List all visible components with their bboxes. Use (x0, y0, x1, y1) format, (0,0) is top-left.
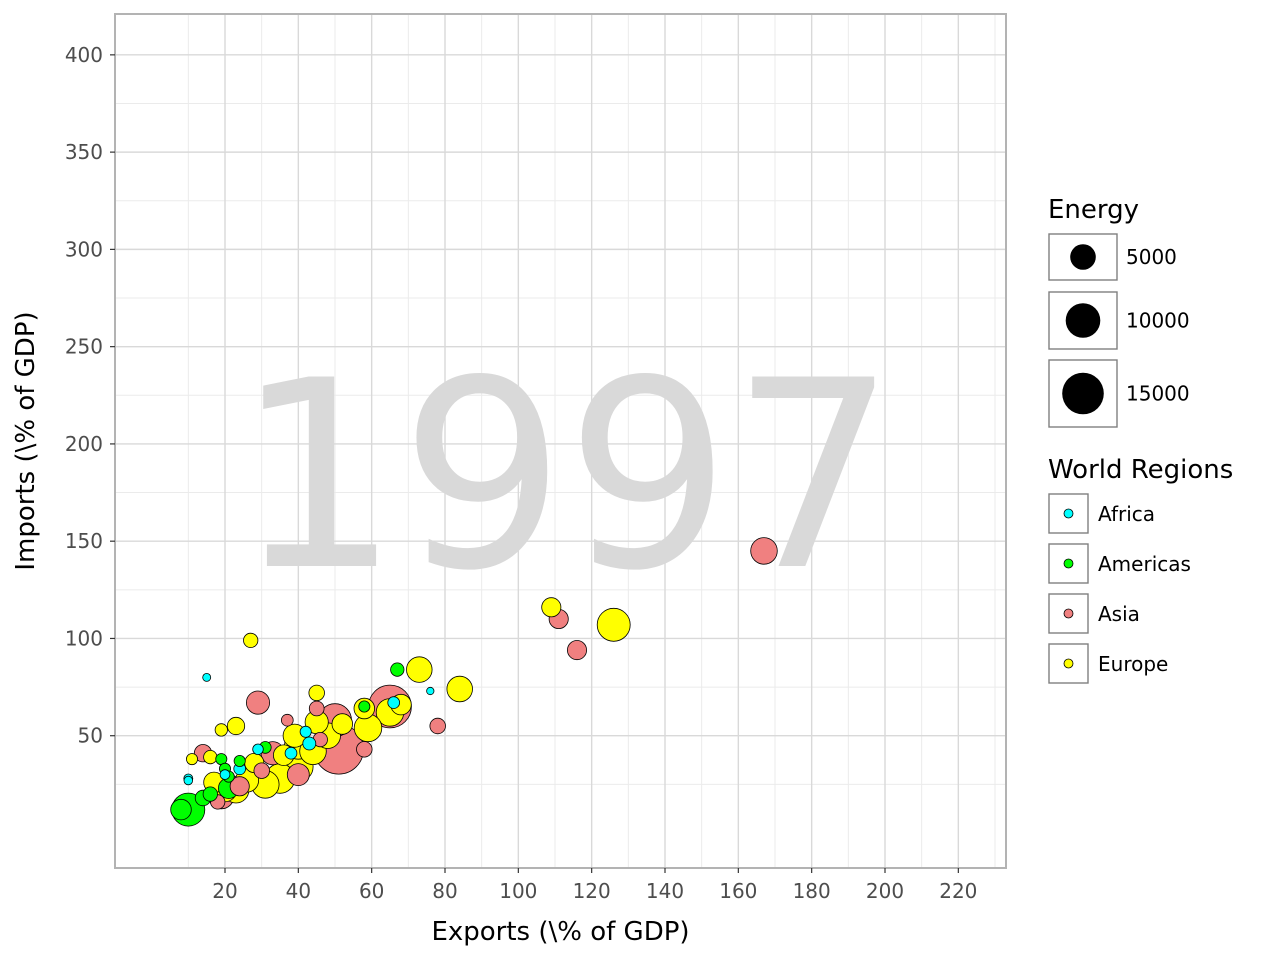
y-tick-label: 100 (65, 626, 103, 650)
y-tick-label: 50 (78, 724, 103, 748)
point-americas (233, 755, 246, 768)
size-legend-label: 5000 (1126, 245, 1177, 269)
x-tick-label: 180 (793, 879, 831, 903)
x-axis-ticks: 20 40 60 80 100 120 140 160 180 200 220 (212, 868, 977, 903)
point-africa (183, 775, 194, 786)
y-tick-label: 200 (65, 432, 103, 456)
y-tick-label: 150 (65, 529, 103, 553)
x-tick-label: 20 (212, 879, 237, 903)
point-asia (750, 537, 778, 565)
color-legend-label: Africa (1098, 502, 1155, 526)
point-asia (229, 776, 250, 797)
x-tick-label: 60 (359, 879, 384, 903)
color-legend-label: Asia (1098, 602, 1140, 626)
point-americas (170, 798, 192, 821)
color-legend-key (1048, 543, 1089, 584)
size-legend-marker (1062, 372, 1104, 415)
point-asia (245, 690, 270, 715)
color-legend-marker (1063, 658, 1074, 669)
color-legend-label: Europe (1098, 652, 1168, 676)
point-europe (541, 597, 562, 618)
y-tick-label: 400 (65, 43, 103, 67)
color-legend-title: World Regions (1048, 455, 1233, 485)
point-europe (185, 753, 198, 766)
size-legend-marker (1065, 303, 1101, 338)
point-africa (252, 743, 264, 756)
color-legend-marker (1063, 558, 1074, 569)
point-asia (286, 763, 310, 786)
point-asia (253, 762, 270, 779)
point-asia (356, 741, 373, 758)
point-africa (202, 673, 212, 682)
point-asia (280, 713, 294, 727)
size-legend: Energy 5000 10000 15000 (1048, 195, 1190, 428)
x-tick-label: 220 (939, 879, 977, 903)
size-legend-marker (1070, 244, 1096, 270)
x-tick-label: 80 (432, 879, 457, 903)
year-watermark: 1997 (235, 326, 897, 628)
x-tick-label: 40 (286, 879, 311, 903)
color-legend-marker (1063, 608, 1074, 619)
point-africa (219, 769, 231, 780)
point-europe (446, 675, 473, 703)
color-legend: World Regions Africa Americas Asia Europe (1048, 455, 1233, 684)
x-tick-label: 140 (646, 879, 684, 903)
x-tick-label: 120 (573, 879, 611, 903)
point-africa (426, 686, 435, 696)
point-europe (226, 716, 246, 736)
plot-panel-border (114, 13, 1007, 869)
y-tick-label: 350 (65, 140, 103, 164)
point-africa (387, 696, 401, 709)
color-legend-label: Americas (1098, 552, 1191, 576)
minor-grid (115, 14, 1006, 868)
point-europe (214, 723, 228, 737)
point-europe (331, 713, 354, 735)
point-africa (284, 746, 298, 760)
x-tick-label: 200 (866, 879, 904, 903)
y-tick-label: 300 (65, 237, 103, 261)
y-axis-title: Imports (\% of GDP) (11, 311, 41, 570)
point-asia (567, 640, 588, 661)
y-tick-label: 250 (65, 335, 103, 359)
color-legend-marker (1063, 508, 1074, 519)
point-europe (596, 607, 631, 642)
point-africa (302, 736, 317, 751)
point-africa (299, 725, 312, 738)
point-americas (202, 786, 218, 802)
major-grid (115, 14, 1006, 868)
point-americas (358, 700, 371, 713)
size-legend-title: Energy (1048, 195, 1139, 225)
x-tick-label: 160 (719, 879, 757, 903)
point-asia (308, 700, 325, 717)
x-axis-title: Exports (\% of GDP) (431, 917, 689, 947)
point-americas (390, 662, 405, 677)
data-points (170, 537, 778, 827)
point-europe (406, 656, 433, 683)
point-europe (203, 749, 218, 765)
point-asia (429, 717, 446, 735)
size-legend-label: 15000 (1126, 382, 1190, 406)
x-tick-label: 100 (499, 879, 537, 903)
size-legend-label: 10000 (1126, 309, 1190, 333)
point-europe (243, 632, 259, 649)
point-europe (308, 684, 325, 702)
y-axis-ticks: 50 100 150 200 250 300 350 400 (65, 43, 115, 748)
